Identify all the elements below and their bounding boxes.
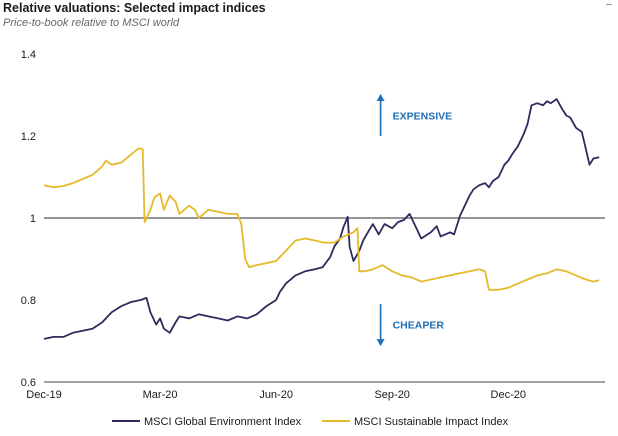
chart-legend: MSCI Global Environment Index MSCI Sustai… — [112, 416, 509, 428]
annotation-label-up: EXPENSIVE — [393, 111, 453, 123]
y-tick-label: 1.4 — [21, 49, 36, 61]
x-tick-label: Dec-19 — [26, 389, 61, 401]
chart-axes: 0.6 0.8 1 1.2 1.4 Dec-19 Mar-20 Jun-20 Sep-20 Dec… — [21, 49, 605, 401]
x-tick-label: Dec-20 — [491, 389, 526, 401]
x-tick-label: Jun-20 — [259, 389, 293, 401]
y-tick-label: 0.6 — [21, 377, 36, 389]
chart-subtitle: Price-to-book relative to MSCI world — [3, 17, 180, 29]
annotation-label-down: CHEAPER — [393, 320, 445, 332]
chart-title: Relative valuations: Selected impact ind… — [3, 1, 266, 15]
annotation-arrow-head-up — [376, 94, 385, 101]
chart-annotations: EXPENSIVE CHEAPER — [376, 94, 453, 347]
corner-mark — [606, 0, 612, 5]
series-line-global-environment — [43, 98, 600, 340]
x-tick-label: Sep-20 — [374, 389, 409, 401]
y-tick-label: 1 — [30, 213, 36, 225]
x-tick-label: Mar-20 — [143, 389, 178, 401]
y-tick-label: 0.8 — [21, 295, 36, 307]
legend-label: MSCI Sustainable Impact Index — [354, 416, 509, 428]
annotation-arrow-head-down — [376, 339, 385, 347]
legend-label: MSCI Global Environment Index — [144, 416, 302, 428]
y-tick-label: 1.2 — [21, 131, 36, 143]
series-line-sustainable-impact — [43, 147, 600, 291]
chart-series — [43, 98, 600, 340]
